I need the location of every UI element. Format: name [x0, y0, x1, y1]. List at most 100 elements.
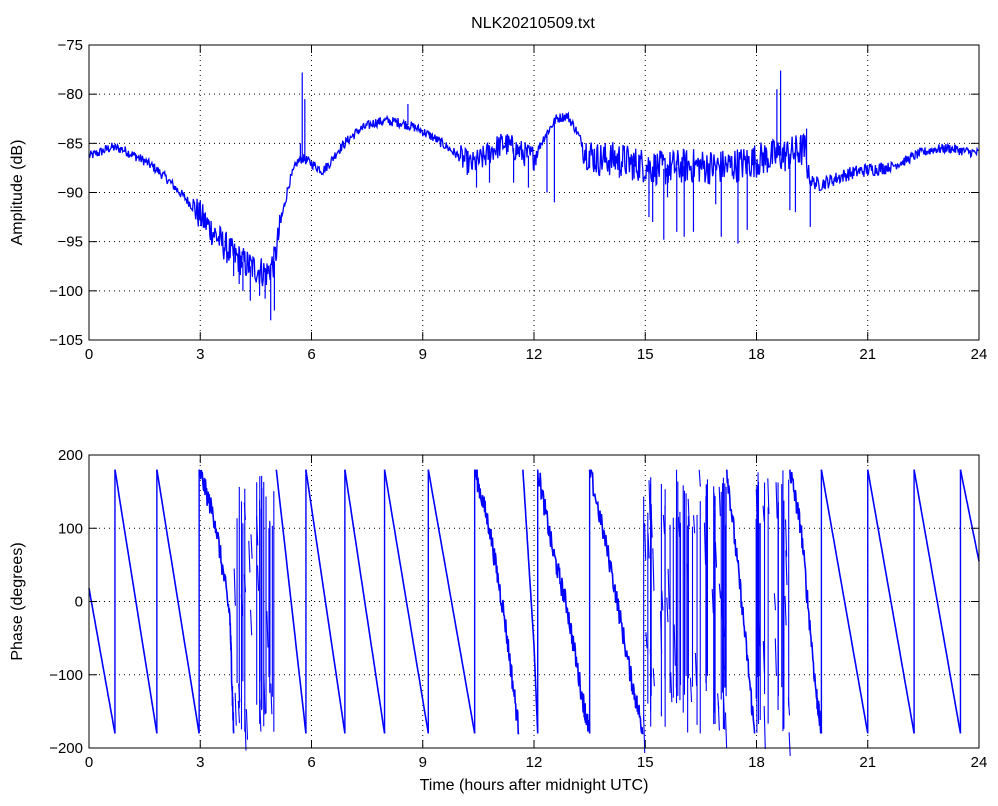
phase-noise-mark	[643, 717, 646, 753]
phase-noise-mark	[693, 515, 696, 534]
amplitude-panel: 0 3 6 9 12 15 18 21 24 −105 −100 −95 −90 −85 −80 −75 Am…	[9, 37, 987, 363]
phase-noise-mark	[234, 692, 237, 726]
phase-noise-mark	[686, 563, 690, 602]
phase-noise-mark	[250, 609, 253, 636]
phase-segment	[383, 469, 430, 734]
phase-noise-mark	[644, 523, 647, 560]
phase-segment	[588, 469, 644, 735]
x-tick-label: 0	[85, 754, 93, 771]
phase-noise-mark	[266, 611, 269, 648]
x-tick-label: 6	[307, 346, 315, 363]
y-tick-label: −100	[49, 283, 83, 300]
phase-series	[88, 469, 980, 756]
x-tick-label: 18	[748, 346, 765, 363]
phase-noise-mark	[661, 590, 664, 611]
phase-noise-mark	[784, 596, 787, 626]
phase-noise-mark	[243, 502, 246, 520]
phase-noise-mark	[698, 469, 701, 487]
amplitude-ticks: 0 3 6 9 12 15 18 21 24 −105 −100 −95 −90 −85 −80 −75	[49, 37, 987, 363]
phase-segment	[88, 588, 116, 734]
amplitude-series	[88, 70, 979, 321]
phase-noise-mark	[755, 489, 758, 522]
x-tick-label: 15	[637, 754, 654, 771]
x-tick-label: 3	[196, 346, 204, 363]
x-tick-label: 21	[859, 754, 876, 771]
x-tick-label: 12	[526, 346, 543, 363]
phase-segment	[305, 469, 346, 734]
phase-segment	[344, 469, 386, 734]
phase-noise-mark	[250, 534, 253, 559]
phase-noise-mark	[773, 593, 777, 611]
phase-segment	[536, 469, 591, 734]
phase-noise-mark	[762, 505, 765, 522]
phase-noise-mark	[652, 548, 655, 591]
phase-noise-mark	[648, 480, 651, 521]
phase-noise-mark	[238, 683, 241, 702]
phase-noise-mark	[244, 709, 247, 751]
phase-noise-mark	[703, 522, 707, 565]
phase-grid	[89, 455, 979, 748]
y-tick-label: 200	[58, 447, 83, 464]
phase-segment	[820, 469, 869, 734]
phase-noise-mark	[647, 533, 650, 559]
phase-noise-mark	[784, 519, 788, 557]
phase-noise-mark	[263, 675, 266, 715]
x-tick-label: 3	[196, 754, 204, 771]
phase-segment	[867, 469, 915, 734]
phase-noise-mark	[711, 588, 714, 614]
x-tick-label: 18	[748, 754, 765, 771]
phase-x-axis-label: Time (hours after midnight UTC)	[420, 777, 649, 794]
x-tick-label: 24	[971, 346, 988, 363]
amplitude-grid	[89, 45, 979, 340]
phase-noise-mark	[788, 732, 791, 756]
phase-noise-mark	[233, 568, 236, 606]
y-tick-label: −90	[58, 185, 83, 202]
x-tick-label: 9	[419, 754, 427, 771]
phase-noise-mark	[762, 641, 765, 674]
phase-noise-mark	[240, 594, 243, 617]
x-tick-label: 9	[419, 346, 427, 363]
phase-noise-mark	[652, 668, 655, 687]
phase-noise-mark	[718, 486, 721, 517]
amplitude-y-axis-label: Amplitude (dB)	[9, 140, 26, 246]
phase-noise-mark	[758, 621, 761, 647]
phase-noise-mark	[720, 591, 723, 619]
phase-noise-mark	[694, 652, 698, 686]
phase-noise-mark	[662, 514, 666, 535]
phase-noise-mark	[774, 638, 777, 677]
phase-noise-mark	[645, 632, 648, 649]
phase-noise-mark	[270, 683, 273, 715]
phase-noise-mark	[649, 648, 652, 677]
phase-segment	[156, 469, 200, 734]
phase-noise-mark	[650, 503, 653, 538]
phase-panel: 0 3 6 9 12 15 18 21 24 −200 −100 0 100 200 Phase (deg…	[9, 447, 987, 794]
phase-noise-mark	[256, 565, 260, 591]
figure-title: NLK20210509.txt	[471, 15, 595, 32]
phase-noise-mark	[763, 706, 766, 750]
phase-noise-mark	[659, 611, 663, 654]
phase-noise-mark	[667, 568, 670, 610]
phase-segment	[198, 469, 235, 734]
phase-noise-mark	[714, 542, 718, 568]
phase-noise-mark	[689, 677, 693, 702]
phase-segment	[522, 469, 539, 734]
phase-segment	[913, 469, 962, 734]
y-tick-label: −200	[49, 740, 83, 757]
y-tick-label: 0	[75, 594, 83, 611]
x-tick-label: 0	[85, 346, 93, 363]
phase-noise-mark	[787, 697, 791, 716]
phase-noise-mark	[785, 550, 788, 585]
x-tick-label: 12	[526, 754, 543, 771]
phase-noise-mark	[718, 583, 721, 599]
y-tick-label: −75	[58, 37, 83, 54]
x-tick-label: 24	[971, 754, 988, 771]
phase-segment	[473, 469, 520, 735]
amplitude-line	[88, 111, 979, 287]
phase-noise-mark	[666, 597, 669, 623]
y-tick-label: −85	[58, 135, 83, 152]
phase-noise-mark	[670, 672, 673, 703]
y-tick-label: 100	[58, 520, 83, 537]
phase-noise-mark	[248, 540, 251, 573]
